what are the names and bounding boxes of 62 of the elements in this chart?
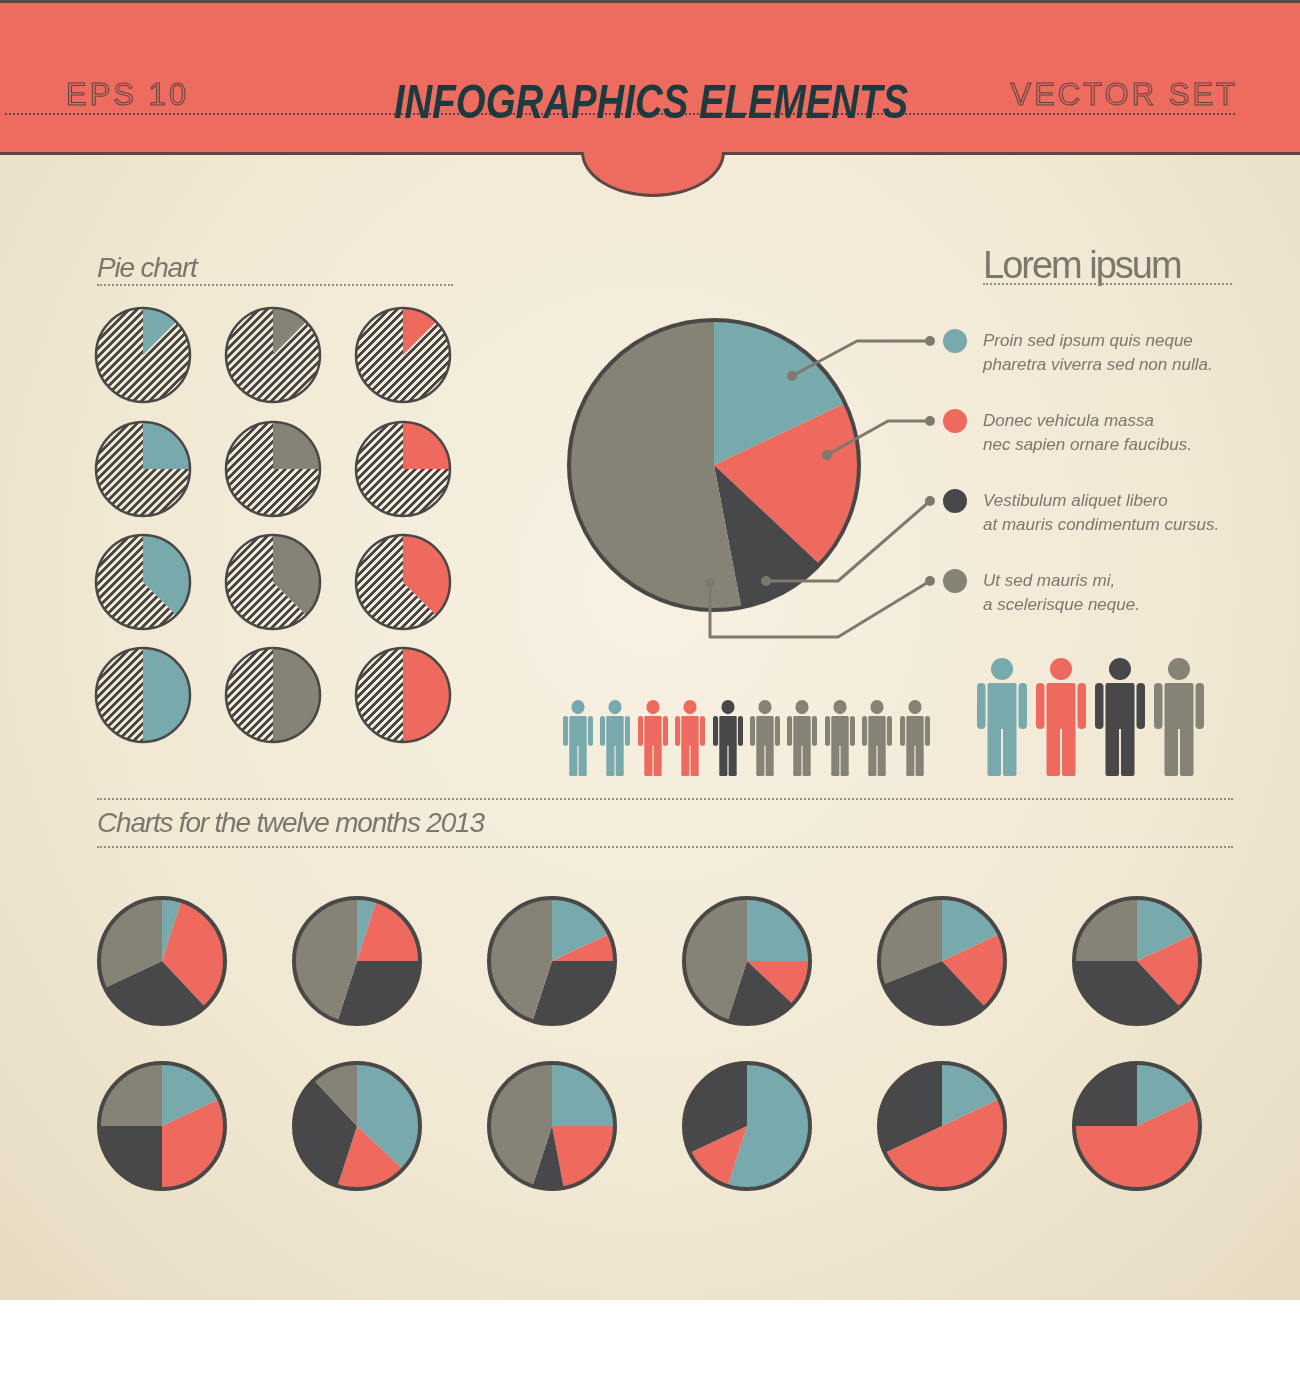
pie-slice (714, 320, 846, 465)
pie-slice (569, 320, 742, 610)
pie-slice (357, 901, 420, 961)
legend-label: Donec vehicula massa nec sapien ornare faucibus. (983, 410, 1192, 456)
pie-slice (162, 901, 225, 1007)
pie-slice (313, 1063, 357, 1126)
pie-slice (1137, 898, 1194, 961)
pie-slice (1074, 898, 1137, 961)
pie-slice (489, 898, 552, 1021)
pie-slice (226, 535, 307, 629)
pie-slice (684, 898, 747, 1021)
pie-slice (356, 648, 403, 742)
text: EPS 10 (66, 77, 190, 112)
pie-slice (1137, 1063, 1194, 1126)
pie-slice (99, 1063, 162, 1126)
pie-slice (552, 934, 615, 961)
text: INFOGRAPHICS ELEMENTS (393, 75, 909, 128)
pie-slice (403, 648, 450, 742)
pie-slice (727, 1063, 810, 1189)
pie-slice (714, 465, 820, 608)
pie-slice (747, 898, 810, 961)
pie-slice (942, 1063, 999, 1126)
pie-slice (885, 1099, 1005, 1189)
pie-slice (403, 307, 437, 355)
pie-slice (162, 1063, 219, 1126)
pie-slice (99, 898, 162, 988)
pie-slice (356, 535, 437, 629)
pie-slice (273, 535, 320, 616)
legend-label: Proin sed ipsum quis neque pharetra viverra sed non nulla. (983, 330, 1213, 376)
pie-slice (337, 1126, 403, 1189)
chart-title: Lorem ipsum (983, 243, 1181, 287)
pie-slice (1074, 1099, 1200, 1189)
pie-slice (143, 535, 190, 616)
pie-slice (942, 898, 999, 961)
pie-slice (294, 898, 357, 1021)
pie-slice (879, 898, 942, 985)
pie-slice (357, 898, 377, 961)
text: Charts for the twelve months 2013 (97, 807, 484, 839)
pie-slice (96, 648, 143, 742)
pie-slice (162, 1099, 225, 1189)
pie-slice (226, 648, 273, 742)
pie-slice (273, 307, 307, 355)
pie-slice (747, 961, 810, 1005)
pie-slice (552, 1126, 615, 1188)
pie-slice (942, 934, 1005, 1007)
pie-slice (273, 648, 320, 742)
pie-slice (143, 648, 190, 742)
pie-slice (357, 1063, 420, 1170)
pie-slice (489, 1063, 552, 1186)
pie-slice (552, 1063, 615, 1126)
pie-slice (96, 535, 177, 629)
pie-slice (714, 403, 859, 565)
legend-label: Vestibulum aliquet libero at mauris condimentum cursus. (983, 490, 1220, 536)
pie-slice (162, 898, 182, 961)
pie-slice (690, 1126, 747, 1186)
pie-slice (403, 535, 450, 616)
text: Pie chart (97, 252, 197, 284)
text: VECTOR SET (1010, 77, 1238, 112)
pie-slice (552, 898, 609, 961)
pie-slice (1137, 934, 1200, 1007)
pie-slice (143, 307, 177, 355)
legend-label: Ut sed mauris mi, a scelerisque neque. (983, 570, 1140, 616)
